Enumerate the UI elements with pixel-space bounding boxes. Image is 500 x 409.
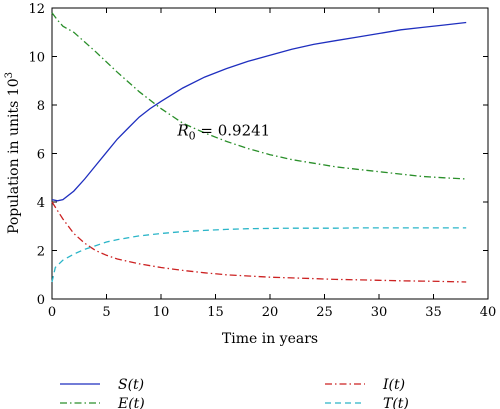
r0-value: = 0.9241 (196, 121, 271, 139)
y-axis-title: Population in units 103 (4, 72, 22, 234)
x-tick-label: 30 (371, 305, 388, 320)
series-line-1 (51, 12, 467, 180)
legend-label-e: E(t) (117, 396, 145, 409)
y-tick-label: 2 (37, 245, 45, 260)
legend-label-t: T(t) (383, 396, 409, 409)
x-tick-label: 0 (48, 305, 56, 320)
x-axis-title: Time in years (222, 331, 318, 347)
r0-symbol: R (176, 121, 188, 139)
axis-ticks: 0 5 10 15 20 25 30 35 40 0 2 4 6 8 10 12 (28, 2, 496, 320)
x-tick-label: 10 (153, 305, 170, 320)
series-line-2 (51, 201, 467, 283)
x-tick-label: 25 (316, 305, 333, 320)
plot-frame (51, 7, 489, 300)
series-line-3 (51, 227, 467, 283)
y-tick-label: 6 (37, 148, 45, 163)
y-axis-title-main: Population in units 10 (6, 78, 22, 234)
x-tick-label: 35 (425, 305, 442, 320)
r0-annotation: R0 = 0.9241 (176, 121, 270, 142)
legend-label-i: I(t) (382, 377, 405, 393)
series-line-0 (51, 21, 467, 202)
y-tick-label: 8 (37, 99, 45, 114)
x-tick-label: 5 (102, 305, 110, 320)
y-axis-title-sup: 3 (4, 72, 15, 78)
series-layer (51, 12, 467, 283)
y-tick-label: 0 (37, 293, 45, 308)
legend-label-s: S(t) (118, 377, 144, 393)
x-tick-label: 20 (262, 305, 279, 320)
r0-subscript: 0 (189, 129, 196, 142)
y-tick-label: 12 (28, 2, 45, 17)
y-tick-label: 4 (37, 196, 45, 211)
legend: S(t) E(t) I(t) T(t) (60, 377, 409, 409)
y-tick-label: 10 (28, 51, 45, 66)
x-tick-label: 40 (480, 305, 497, 320)
x-tick-label: 15 (207, 305, 224, 320)
